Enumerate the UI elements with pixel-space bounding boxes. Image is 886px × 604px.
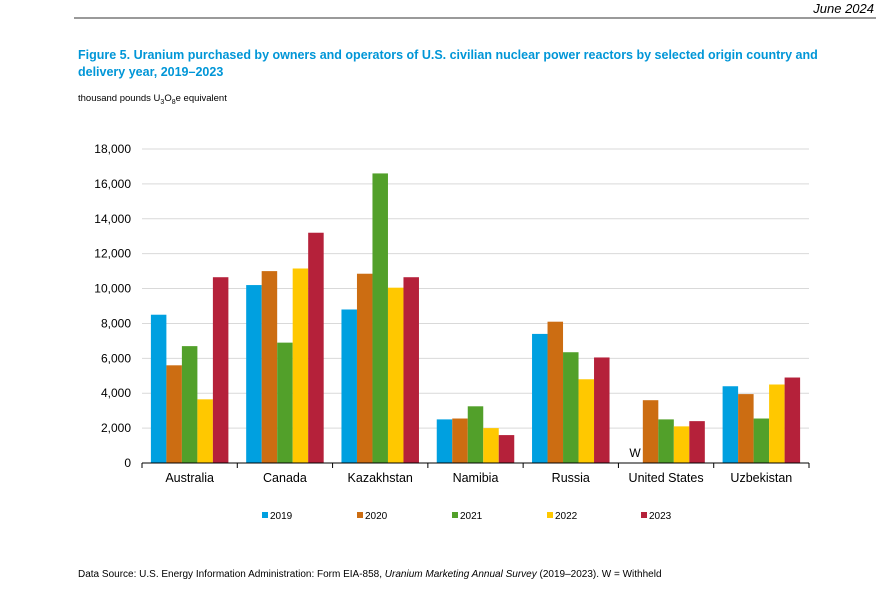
data-source-footer: Data Source: U.S. Energy Information Adm… — [78, 569, 662, 580]
x-tick-label: Namibia — [453, 471, 499, 485]
x-tick-label: Canada — [263, 471, 307, 485]
bar — [372, 173, 388, 463]
bar — [356, 273, 373, 463]
bar — [261, 271, 278, 463]
report-date: June 2024 — [813, 1, 874, 16]
x-tick-label: Uzbekistan — [730, 471, 792, 485]
bar — [594, 357, 610, 463]
bar — [738, 394, 754, 463]
bar — [277, 342, 293, 463]
bar — [532, 333, 548, 463]
bar — [341, 309, 357, 463]
y-tick-label: 4,000 — [101, 386, 131, 400]
bar — [642, 400, 659, 463]
bar — [498, 435, 515, 463]
legend-swatch — [547, 512, 553, 518]
legend-swatch — [641, 512, 647, 518]
bar — [658, 419, 674, 463]
bar — [563, 352, 579, 463]
bar — [673, 426, 690, 463]
bar — [436, 419, 453, 463]
y-tick-label: 0 — [124, 456, 131, 470]
bar — [387, 287, 404, 463]
bar — [292, 268, 309, 463]
y-tick-label: 10,000 — [94, 282, 131, 296]
bar — [212, 277, 229, 463]
legend-swatch — [357, 512, 363, 518]
data-annotation: W — [629, 446, 641, 460]
bar — [452, 418, 468, 463]
x-tick-label: Kazakhstan — [348, 471, 413, 485]
bar — [403, 277, 419, 463]
units-label: thousand pounds U3O8e equivalent — [78, 93, 227, 106]
bar — [547, 321, 564, 463]
legend-swatch — [262, 512, 268, 518]
y-tick-label: 14,000 — [94, 212, 131, 226]
legend-swatch — [452, 512, 458, 518]
y-tick-label: 18,000 — [94, 142, 131, 156]
legend-label: 2019 — [270, 511, 293, 522]
legend-label: 2022 — [555, 511, 578, 522]
bar — [166, 365, 182, 463]
bar — [753, 418, 770, 463]
x-tick-label: Russia — [552, 471, 590, 485]
figure-title: Figure 5. Uranium purchased by owners an… — [78, 48, 818, 79]
header-rule — [74, 17, 876, 19]
bar — [308, 232, 324, 463]
y-tick-label: 2,000 — [101, 421, 131, 435]
x-tick-label: Australia — [165, 471, 214, 485]
bar — [483, 428, 499, 463]
y-tick-label: 16,000 — [94, 177, 131, 191]
legend-label: 2023 — [649, 511, 672, 522]
bar — [722, 386, 739, 463]
bar — [689, 421, 705, 463]
y-tick-label: 6,000 — [101, 351, 131, 365]
x-tick-label: United States — [629, 471, 704, 485]
bar — [769, 384, 785, 463]
bar — [246, 285, 262, 463]
bar — [150, 314, 167, 463]
y-tick-label: 12,000 — [94, 247, 131, 261]
y-tick-label: 8,000 — [101, 316, 131, 330]
bar — [181, 346, 198, 463]
bar — [197, 399, 213, 463]
legend-label: 2021 — [460, 511, 483, 522]
bar — [578, 379, 595, 463]
bar — [467, 406, 484, 463]
bar — [784, 377, 801, 463]
legend-label: 2020 — [365, 511, 388, 522]
